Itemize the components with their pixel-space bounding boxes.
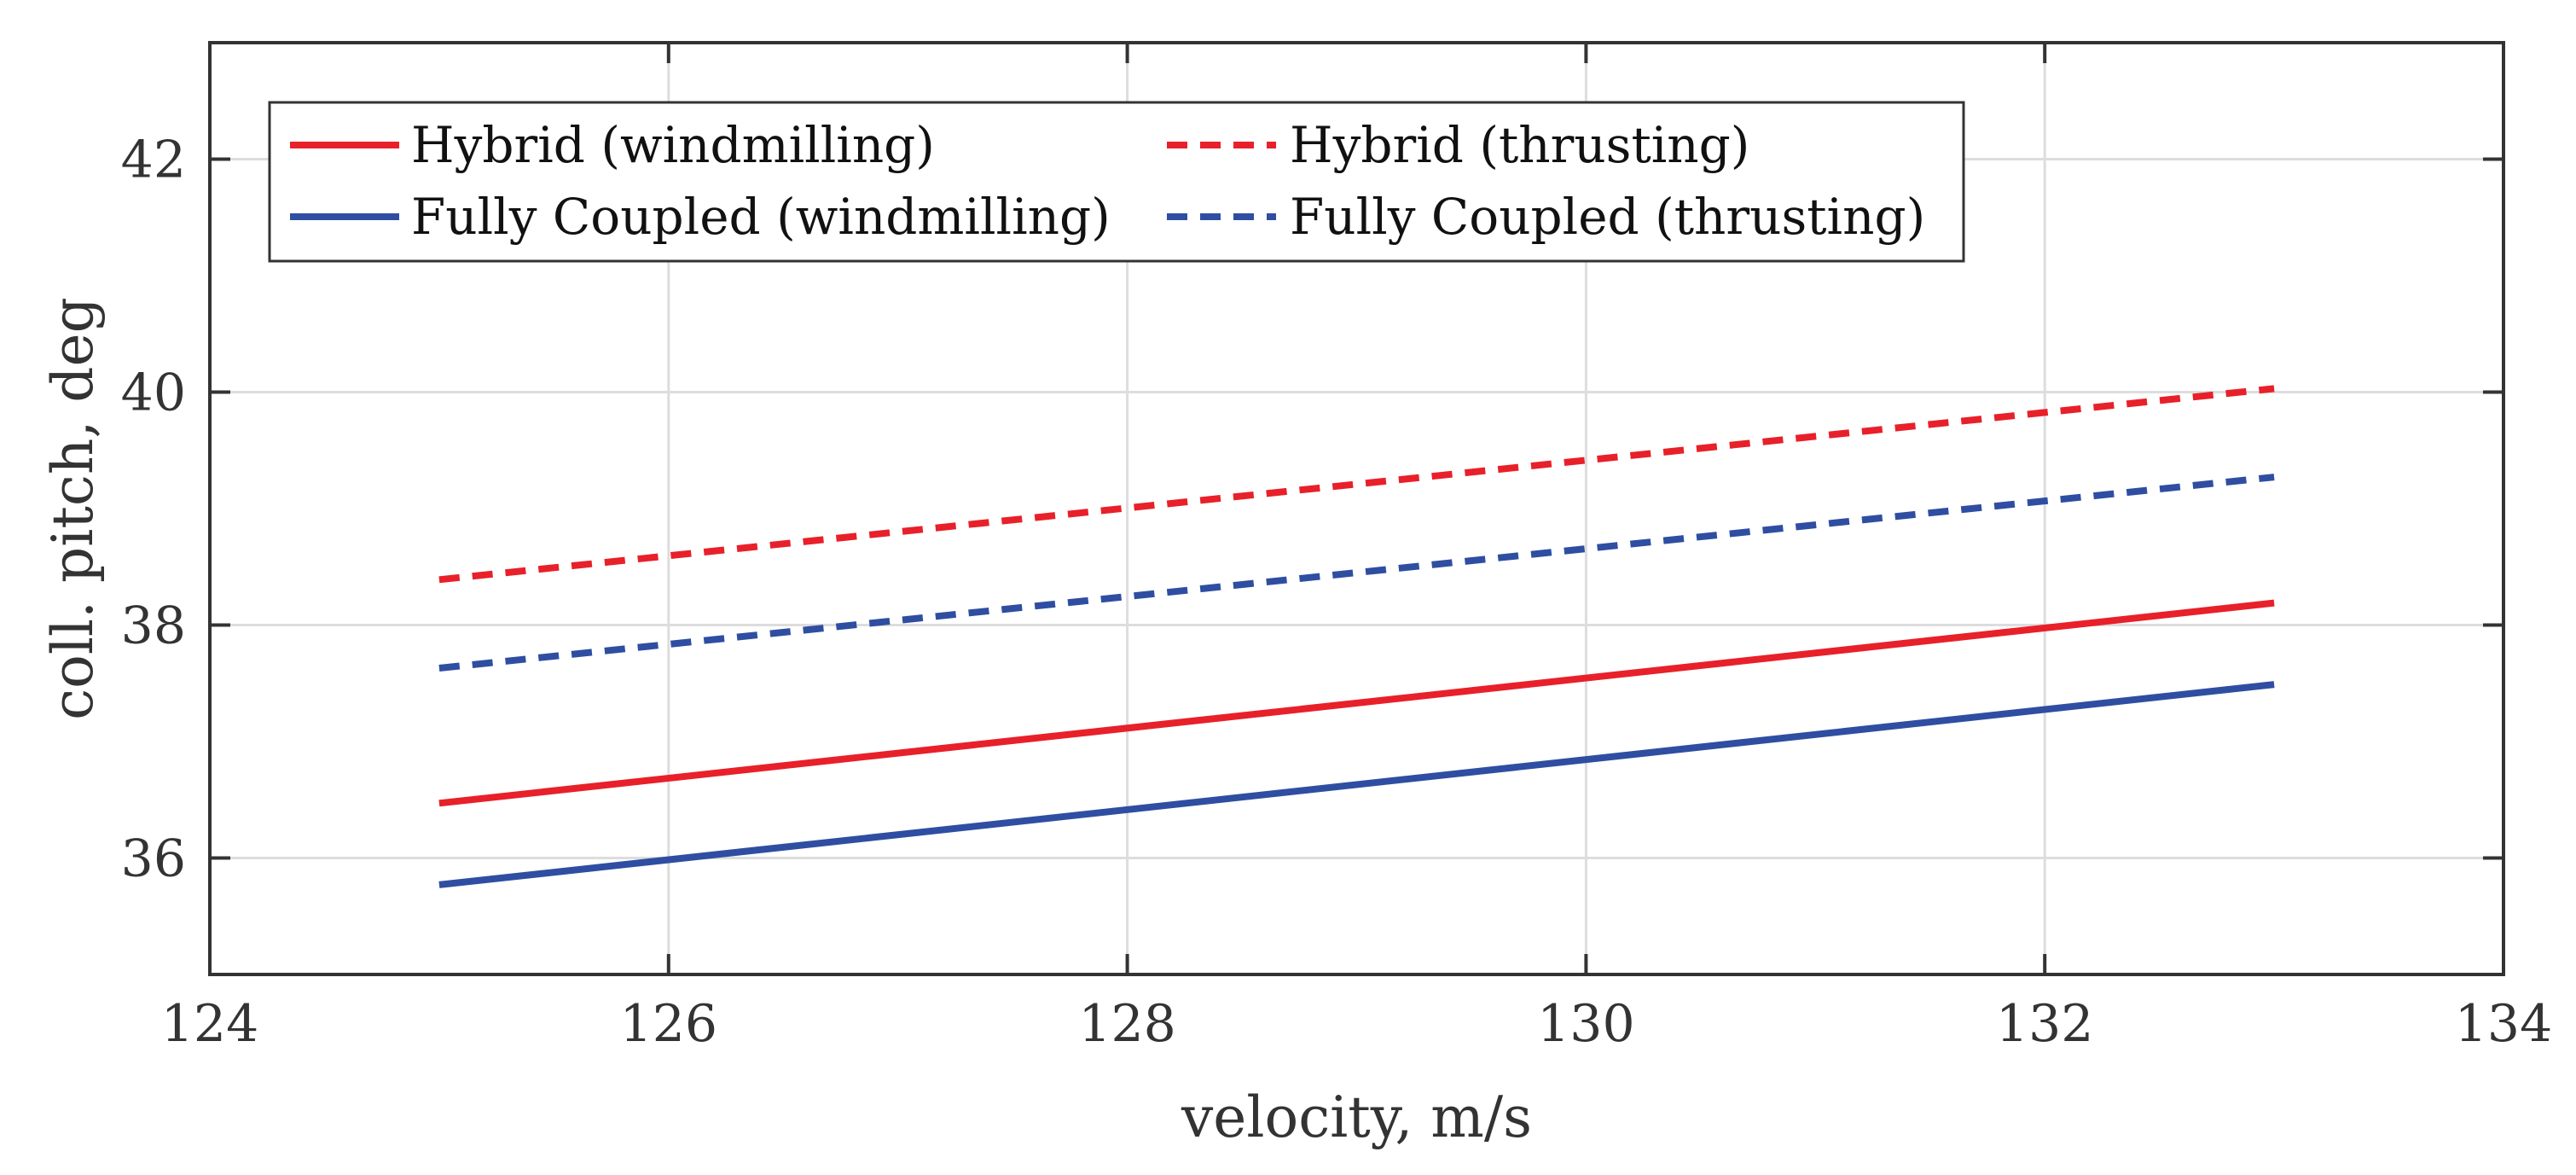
legend-box [268, 101, 1965, 263]
legend: Hybrid (windmilling) Fully Coupled (windm… [268, 101, 1965, 263]
x-tick-label: 132 [1996, 994, 2094, 1054]
legend-label: Hybrid (thrusting) [1290, 116, 1749, 174]
y-tick-label: 42 [121, 131, 186, 190]
y-axis-label: coll. pitch, deg [40, 297, 106, 720]
x-tick-label: 128 [1078, 994, 1176, 1054]
x-tick-label: 134 [2455, 994, 2553, 1054]
legend-label: Fully Coupled (windmilling) [411, 188, 1111, 246]
x-tick-label: 126 [620, 994, 718, 1054]
ticks [208, 43, 2505, 974]
plot-frame [208, 41, 2505, 976]
legend-label: Fully Coupled (thrusting) [1290, 188, 1925, 246]
series-line [438, 385, 2275, 584]
tick-labels: 124 126 128 130 132 134 36 38 40 42 [121, 131, 2553, 1055]
x-tick-label: 124 [161, 994, 259, 1054]
series-line [438, 599, 2275, 807]
y-tick-label: 36 [121, 829, 186, 889]
series-line [438, 474, 2275, 672]
x-axis-label: velocity, m/s [1181, 1085, 1532, 1150]
series-group [438, 385, 2275, 888]
legend-items: Hybrid (windmilling) Fully Coupled (windm… [290, 116, 1925, 246]
y-tick-label: 40 [121, 364, 186, 423]
x-tick-label: 130 [1537, 994, 1635, 1054]
y-tick-label: 38 [121, 596, 186, 656]
legend-label: Hybrid (windmilling) [411, 116, 935, 174]
series-line [438, 681, 2275, 888]
